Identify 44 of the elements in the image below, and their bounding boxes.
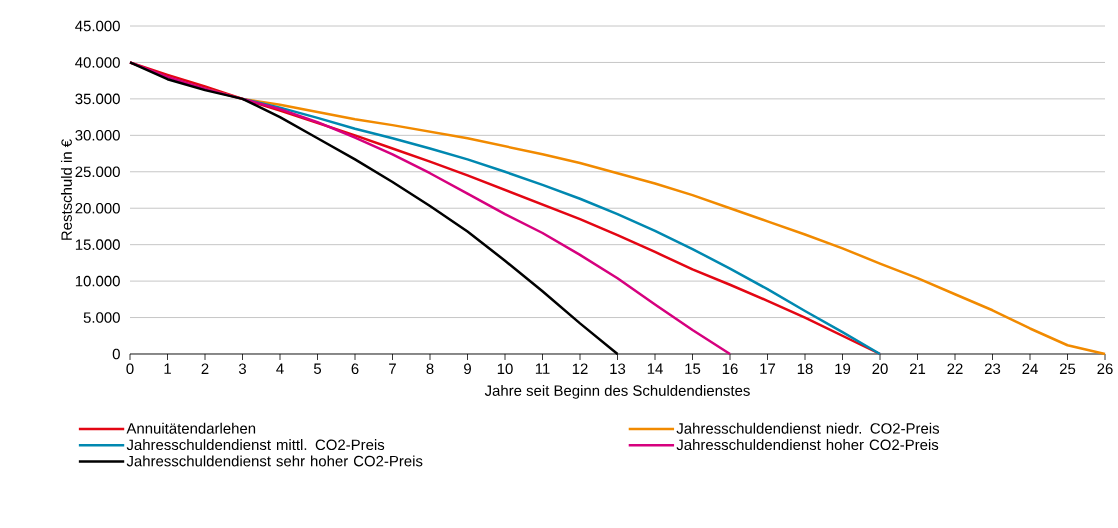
x-tick-label: 24 — [1022, 363, 1038, 374]
y-axis-title: Restschuld in € — [60, 139, 72, 240]
x-tick-label: 21 — [909, 363, 926, 374]
x-axis-title: Jahre seit Beginn des Schuldendienstes — [484, 384, 750, 399]
y-tick-label: 15.000 — [75, 239, 120, 250]
x-tick-label: 4 — [276, 363, 284, 374]
x-tick-label: 5 — [313, 363, 322, 374]
x-tick-label: 13 — [610, 363, 626, 375]
legend-label: Jahresschuldendienst mittl. CO2-Preis — [126, 439, 385, 451]
x-tick-label: 16 — [722, 363, 738, 375]
x-tick-label: 1 — [164, 363, 171, 374]
x-tick-label: 3 — [238, 363, 246, 375]
legend-label: Jahresschuldendienst sehr hoher CO2-Preis — [126, 455, 423, 467]
x-tick-label: 20 — [872, 363, 888, 375]
y-tick-label: 10.000 — [75, 275, 120, 287]
x-tick-label: 17 — [760, 363, 776, 374]
legend-label: Jahresschuldendienst niedr. CO2-Preis — [676, 422, 940, 434]
x-tick-label: 6 — [351, 363, 359, 375]
x-tick-label: 26 — [1097, 363, 1113, 375]
x-tick-label: 15 — [685, 363, 701, 374]
x-tick-label: 10 — [497, 363, 513, 375]
x-tick-label: 12 — [572, 363, 588, 374]
y-tick-label: 40.000 — [75, 57, 120, 68]
x-tick-label: 7 — [389, 363, 396, 374]
x-tick-label: 25 — [1059, 363, 1076, 375]
x-tick-label: 8 — [426, 363, 434, 375]
y-tick-label: 0 — [112, 348, 120, 360]
x-tick-label: 9 — [464, 363, 471, 375]
x-tick-label: 18 — [797, 363, 813, 375]
y-tick-label: 5.000 — [83, 312, 120, 323]
y-tick-label: 25.000 — [75, 166, 120, 178]
x-tick-label: 19 — [835, 363, 851, 375]
y-tick-label: 35.000 — [75, 93, 120, 105]
x-tick-label: 2 — [201, 363, 209, 374]
legend-label: Jahresschuldendienst hoher CO2-Preis — [676, 439, 939, 451]
x-tick-label: 0 — [126, 363, 134, 375]
y-tick-label: 45.000 — [75, 20, 120, 32]
y-tick-label: 20.000 — [75, 202, 120, 214]
legend-label: Annuitätendarlehen — [126, 422, 256, 434]
x-tick-label: 11 — [535, 363, 550, 374]
y-tick-label: 30.000 — [75, 130, 120, 141]
x-tick-label: 23 — [984, 363, 1001, 375]
x-tick-label: 14 — [647, 363, 663, 374]
x-tick-label: 22 — [947, 363, 963, 374]
